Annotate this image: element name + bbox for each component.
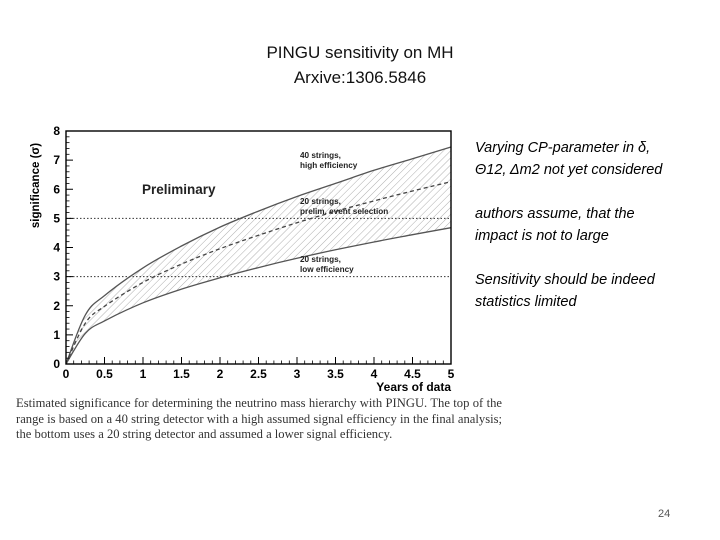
preliminary-annotation: Preliminary — [142, 182, 216, 197]
series-curve-1 — [65, 181, 452, 365]
y-tick-label: 4 — [53, 241, 60, 255]
x-tick-label: 2.5 — [250, 367, 267, 381]
x-tick-label: 5 — [448, 367, 455, 381]
x-tick-label: 4.5 — [404, 367, 421, 381]
x-tick-label: 2 — [217, 367, 224, 381]
note-cp-parameter: Varying CP-parameter in δ, Θ12, Δm2 not … — [475, 140, 663, 178]
x-tick-label: 1 — [140, 367, 147, 381]
y-tick-label: 5 — [53, 211, 60, 225]
series-label-2: 20 strings, low efficiency — [300, 255, 354, 274]
x-tick-label: 0 — [63, 367, 70, 381]
x-axis-label: Years of data — [376, 380, 451, 394]
notes-panel: Varying CP-parameter in δ, Θ12, Δm2 not … — [475, 137, 680, 335]
x-tick-label: 4 — [371, 367, 378, 381]
x-tick-label: 3 — [294, 367, 301, 381]
y-tick-label: 1 — [53, 328, 60, 342]
slide-title-line2: Arxive:1306.5846 — [293, 68, 427, 87]
efficiency-band — [66, 147, 451, 364]
x-tick-label: 0.5 — [96, 367, 113, 381]
series-label-0-line-0: 40 strings, — [300, 151, 341, 160]
y-tick-label: 8 — [53, 124, 60, 138]
series-curve-0 — [65, 146, 452, 365]
series-label-0: 40 strings, high efficiency — [300, 151, 358, 170]
y-tick-label: 0 — [53, 357, 60, 371]
y-tick-label: 6 — [53, 182, 60, 196]
series-curve-2 — [65, 227, 452, 365]
series-label-2-line-1: low efficiency — [300, 265, 354, 274]
note-statistics: Sensitivity should be indeed statistics … — [475, 272, 655, 310]
slide-title: PINGU sensitivity on MH Arxive:1306.5846 — [0, 40, 720, 90]
x-tick-label: 1.5 — [173, 367, 190, 381]
y-tick-label: 7 — [53, 153, 60, 167]
series-label-1-line-0: 20 strings, — [300, 197, 341, 206]
series-label-0-line-1: high efficiency — [300, 161, 358, 170]
series-label-1: 20 strings, prelim. event selection — [300, 197, 388, 216]
y-tick-label: 2 — [53, 299, 60, 313]
page-number: 24 — [658, 508, 671, 520]
series-label-1-line-1: prelim. event selection — [300, 207, 388, 216]
slide-title-line1: PINGU sensitivity on MH — [266, 43, 454, 62]
series-label-2-line-0: 20 strings, — [300, 255, 341, 264]
y-axis-label: significance (σ) — [30, 143, 42, 228]
y-tick-label: 3 — [53, 270, 60, 284]
x-tick-label: 3.5 — [327, 367, 344, 381]
note-impact: authors assume, that the impact is not t… — [475, 206, 635, 244]
figure-caption: Estimated significance for determining t… — [16, 396, 502, 442]
